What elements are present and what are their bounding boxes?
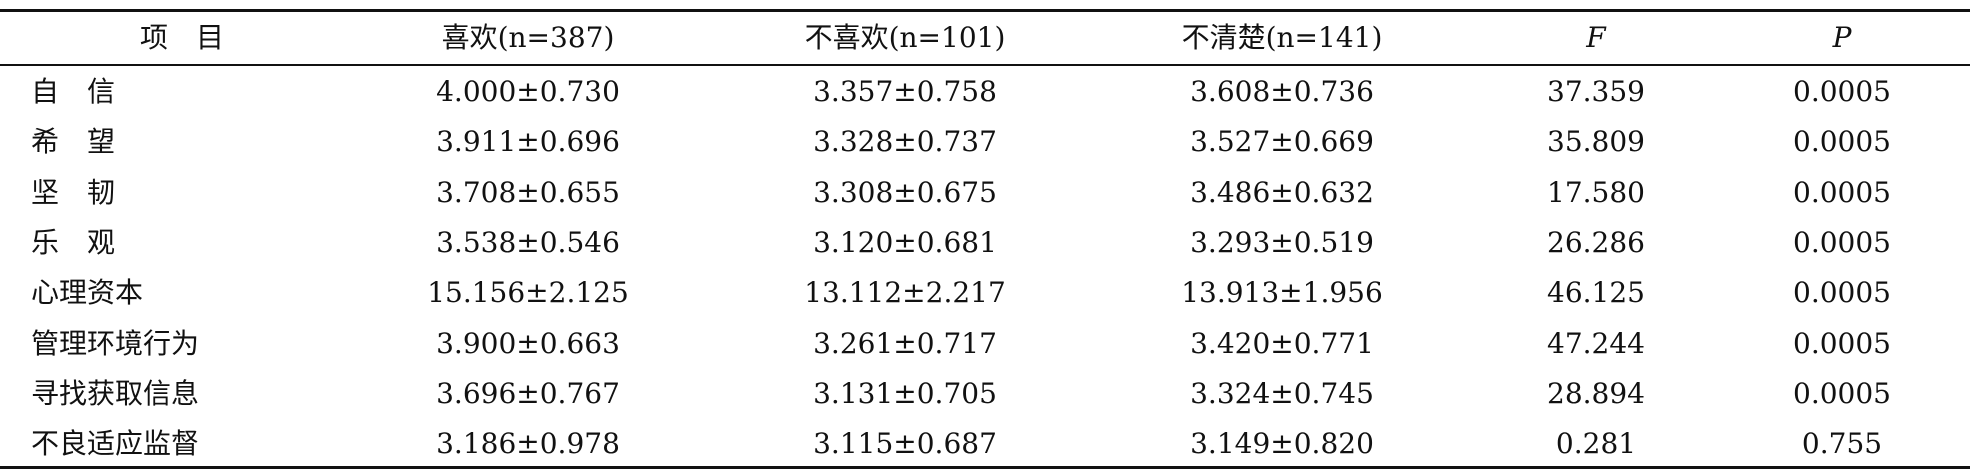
- row-label: 不良适应监督: [31, 427, 200, 461]
- data-cell: 3.120±0.681: [813, 225, 997, 259]
- data-cell: 3.115±0.687: [813, 427, 997, 461]
- bottom-rule: [0, 466, 1970, 469]
- data-cell: 3.911±0.696: [436, 125, 620, 159]
- data-cell: 3.328±0.737: [813, 125, 997, 159]
- data-cell: 3.293±0.519: [1190, 225, 1374, 259]
- row-label: 希 望: [31, 125, 116, 159]
- data-cell: 3.357±0.758: [813, 75, 997, 108]
- data-cell: 0.0005: [1793, 326, 1891, 360]
- data-cell: 3.900±0.663: [436, 326, 620, 360]
- header-cell: F: [1586, 21, 1606, 54]
- data-cell: 3.261±0.717: [813, 326, 997, 360]
- data-cell: 37.359: [1547, 75, 1645, 108]
- data-cell: 3.324±0.745: [1190, 376, 1374, 410]
- data-cell: 0.0005: [1793, 376, 1891, 410]
- data-cell: 3.420±0.771: [1190, 326, 1374, 360]
- data-cell: 28.894: [1547, 376, 1645, 410]
- data-cell: 3.708±0.655: [436, 175, 620, 209]
- data-cell: 0.0005: [1793, 75, 1891, 108]
- data-cell: 13.913±1.956: [1181, 276, 1383, 310]
- data-cell: 3.527±0.669: [1190, 125, 1374, 159]
- top-rule: [0, 9, 1970, 12]
- data-cell: 26.286: [1547, 225, 1645, 259]
- data-cell: 3.538±0.546: [436, 225, 620, 259]
- data-cell: 0.0005: [1793, 175, 1891, 209]
- data-cell: 3.131±0.705: [813, 376, 997, 410]
- header-rule: [0, 64, 1970, 66]
- data-cell: 3.486±0.632: [1190, 175, 1374, 209]
- data-cell: 0.0005: [1793, 125, 1891, 159]
- row-label: 乐 观: [31, 225, 116, 259]
- data-cell: 35.809: [1547, 125, 1645, 159]
- data-cell: 3.696±0.767: [436, 376, 620, 410]
- row-label: 寻找获取信息: [31, 376, 200, 410]
- header-cell: 不清楚(n=141): [1181, 21, 1383, 54]
- data-cell: 3.186±0.978: [436, 427, 620, 461]
- data-cell: 3.149±0.820: [1190, 427, 1374, 461]
- data-cell: 0.0005: [1793, 225, 1891, 259]
- row-label: 管理环境行为: [31, 326, 200, 360]
- header-cell: 不喜欢(n=101): [804, 21, 1006, 54]
- data-cell: 15.156±2.125: [427, 276, 629, 310]
- data-cell: 3.308±0.675: [813, 175, 997, 209]
- data-cell: 0.281: [1555, 427, 1637, 461]
- data-cell: 47.244: [1547, 326, 1645, 360]
- header-cell: 喜欢(n=387): [441, 21, 615, 54]
- header-cell: 项 目: [139, 21, 225, 54]
- row-label: 自 信: [31, 75, 116, 108]
- row-label: 坚 韧: [31, 175, 116, 209]
- data-cell: 0.755: [1801, 427, 1883, 461]
- row-label: 心理资本: [31, 276, 144, 310]
- data-cell: 46.125: [1547, 276, 1645, 310]
- data-cell: 17.580: [1547, 175, 1645, 209]
- data-cell: 13.112±2.217: [804, 276, 1006, 310]
- data-cell: 0.0005: [1793, 276, 1891, 310]
- data-cell: 4.000±0.730: [436, 75, 620, 108]
- header-cell: P: [1832, 21, 1852, 54]
- data-cell: 3.608±0.736: [1190, 75, 1374, 108]
